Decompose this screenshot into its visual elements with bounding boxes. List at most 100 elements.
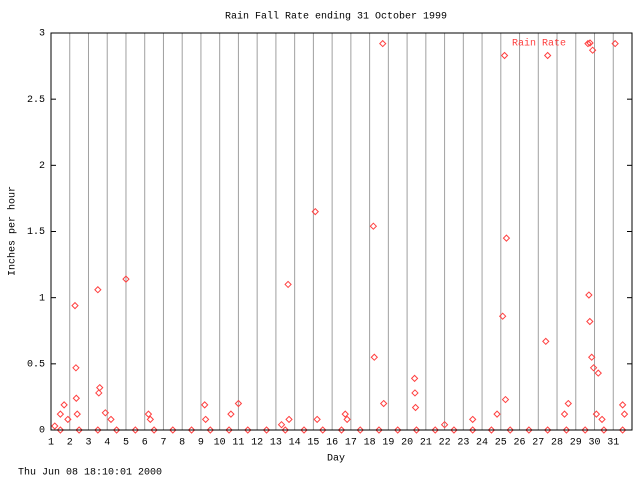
x-tick-label: 1 (48, 438, 54, 449)
point (313, 415, 321, 424)
point (60, 401, 68, 409)
x-tick-label: 7 (160, 438, 166, 449)
point (122, 275, 130, 283)
x-tick-label: 10 (214, 438, 226, 449)
point (584, 39, 592, 48)
point (506, 426, 514, 434)
point (201, 415, 210, 424)
point (412, 426, 421, 434)
point (450, 426, 458, 434)
point (72, 394, 81, 402)
point (542, 337, 550, 346)
x-tick-label: 26 (514, 438, 526, 449)
point (487, 426, 496, 434)
point (493, 410, 501, 418)
point (64, 415, 72, 424)
point (498, 312, 507, 320)
point (206, 426, 215, 434)
x-tick-label: 24 (476, 438, 488, 449)
x-tick-label: 11 (232, 438, 244, 449)
point (411, 403, 420, 412)
point (598, 415, 606, 424)
x-tick-label: 22 (439, 438, 451, 449)
point (56, 410, 65, 418)
plot-border (50, 32, 633, 431)
point (281, 426, 289, 434)
point (618, 426, 627, 434)
point (411, 389, 419, 397)
point (560, 410, 569, 418)
point (262, 426, 271, 434)
point (187, 426, 196, 434)
x-tick-label: 25 (495, 438, 507, 449)
x-tick-label: 5 (123, 438, 129, 449)
marks (51, 39, 629, 434)
point (285, 415, 293, 424)
x-tick-label: 6 (142, 438, 148, 449)
point (525, 426, 533, 434)
point (585, 291, 593, 299)
point (592, 410, 601, 418)
x-tick-label: 30 (589, 438, 601, 449)
point (72, 364, 80, 372)
x-tick-label: 31 (607, 438, 619, 449)
point (234, 399, 243, 408)
x-tick-label: 21 (420, 438, 432, 449)
point (586, 317, 594, 326)
x-tick-label: 19 (382, 438, 394, 449)
point (101, 409, 110, 417)
point (369, 222, 378, 230)
point (112, 426, 121, 434)
point (150, 426, 158, 434)
y-tick-label: 1.5 (27, 227, 45, 238)
point (319, 426, 327, 434)
point (71, 301, 79, 310)
x-tick-label: 29 (570, 438, 582, 449)
point (169, 426, 177, 434)
x-tick-label: 15 (307, 438, 319, 449)
point (543, 426, 552, 434)
point (337, 426, 346, 434)
x-tick-label: 8 (179, 438, 185, 449)
point (468, 426, 477, 434)
point (131, 426, 140, 434)
point (144, 410, 153, 418)
point (379, 399, 388, 408)
point (594, 369, 602, 377)
point (500, 51, 509, 60)
point (284, 280, 292, 289)
point (502, 234, 511, 242)
point (440, 420, 449, 429)
y-tick-label: 0 (39, 426, 45, 437)
point (394, 426, 402, 434)
point (343, 415, 351, 424)
point (94, 426, 102, 434)
point (587, 353, 596, 361)
x-tick-label: 17 (345, 438, 357, 449)
x-tick-label: 4 (104, 438, 110, 449)
point (75, 426, 83, 434)
point (300, 426, 308, 434)
point (468, 415, 477, 424)
point (581, 426, 589, 434)
x-tick-label: 23 (457, 438, 469, 449)
point (564, 399, 572, 408)
point (341, 410, 349, 418)
point (620, 410, 629, 418)
point (146, 415, 155, 424)
point (618, 401, 627, 409)
point (543, 51, 552, 60)
point (94, 286, 102, 294)
y-tick-label: 0.5 (27, 359, 45, 370)
x-tick-label: 2 (67, 438, 73, 449)
legend-marker (586, 39, 594, 47)
point (311, 207, 319, 216)
x-tick-label: 9 (198, 438, 204, 449)
x-tick-label: 18 (364, 438, 376, 449)
point (600, 426, 608, 434)
point (410, 374, 419, 383)
chart-title: Rain Fall Rate ending 31 October 1999 (225, 11, 447, 23)
point (356, 426, 364, 434)
x-tick-label: 13 (270, 438, 282, 449)
